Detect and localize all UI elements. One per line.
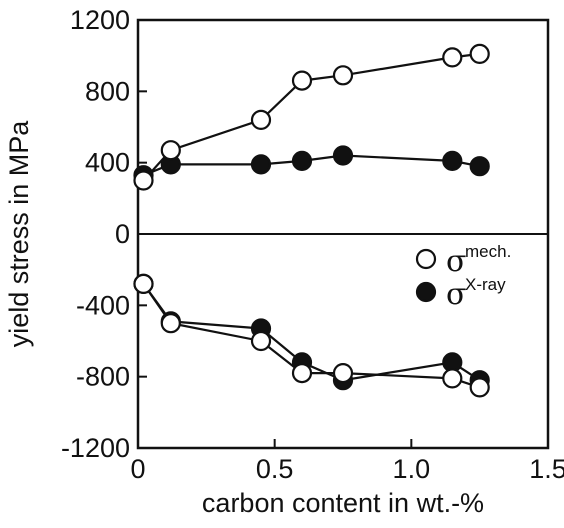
legend-item-mech: σ mech.	[415, 242, 511, 279]
mech-data-point	[160, 140, 181, 161]
x-tick-label: 0	[130, 454, 145, 484]
mech-data-point	[250, 109, 272, 131]
xray-data-point	[250, 154, 272, 175]
y-tick-label: 400	[85, 148, 130, 178]
y-tick-label: -800	[76, 362, 130, 392]
mech-data-point	[250, 330, 272, 352]
y-axis-label: yield stress in MPa	[4, 120, 34, 348]
mech-data-point	[160, 313, 181, 334]
x-tick-label: 1.0	[393, 454, 431, 484]
xray-data-point	[332, 145, 354, 166]
legend-marker-open-circle	[415, 248, 437, 270]
legend-superscript-xray: X-ray	[465, 275, 506, 294]
xray-data-point	[442, 150, 463, 171]
y-tick-label: 0	[115, 219, 130, 249]
series-layer	[133, 43, 490, 398]
xray-data-point	[469, 156, 490, 177]
mech-data-point	[332, 363, 354, 384]
y-tick-label: 1200	[70, 5, 130, 35]
mech-data-point	[133, 273, 154, 294]
mech-data-point	[291, 70, 313, 91]
mech-data-point	[291, 363, 313, 384]
mech-data-point	[442, 47, 463, 68]
mech-data-point	[469, 377, 490, 398]
legend-marker-filled-circle	[415, 281, 437, 303]
y-tick-label: -1200	[61, 433, 130, 463]
legend-superscript-mech: mech.	[465, 242, 511, 261]
legend: σ mech. σ X-ray	[415, 242, 511, 312]
x-tick-label: 0.5	[256, 454, 294, 484]
mech-data-point	[133, 170, 154, 191]
axis-tick-labels: 0 0.5 1.0 1.5 1200 800 400 0 -400 -800 -1200	[61, 5, 564, 484]
legend-symbol-mech: σ	[446, 244, 466, 279]
y-tick-label: 800	[85, 76, 130, 106]
x-tick-label: 1.5	[529, 454, 564, 484]
y-tick-label: -400	[76, 290, 130, 320]
legend-item-xray: σ X-ray	[415, 275, 506, 312]
x-axis-label: carbon content in wt.-%	[202, 488, 484, 518]
mech-data-point	[332, 65, 354, 86]
xray-data-point	[291, 150, 313, 171]
mech-data-point	[469, 43, 490, 65]
legend-symbol-xray: σ	[446, 277, 466, 312]
mech-data-point	[442, 368, 463, 389]
